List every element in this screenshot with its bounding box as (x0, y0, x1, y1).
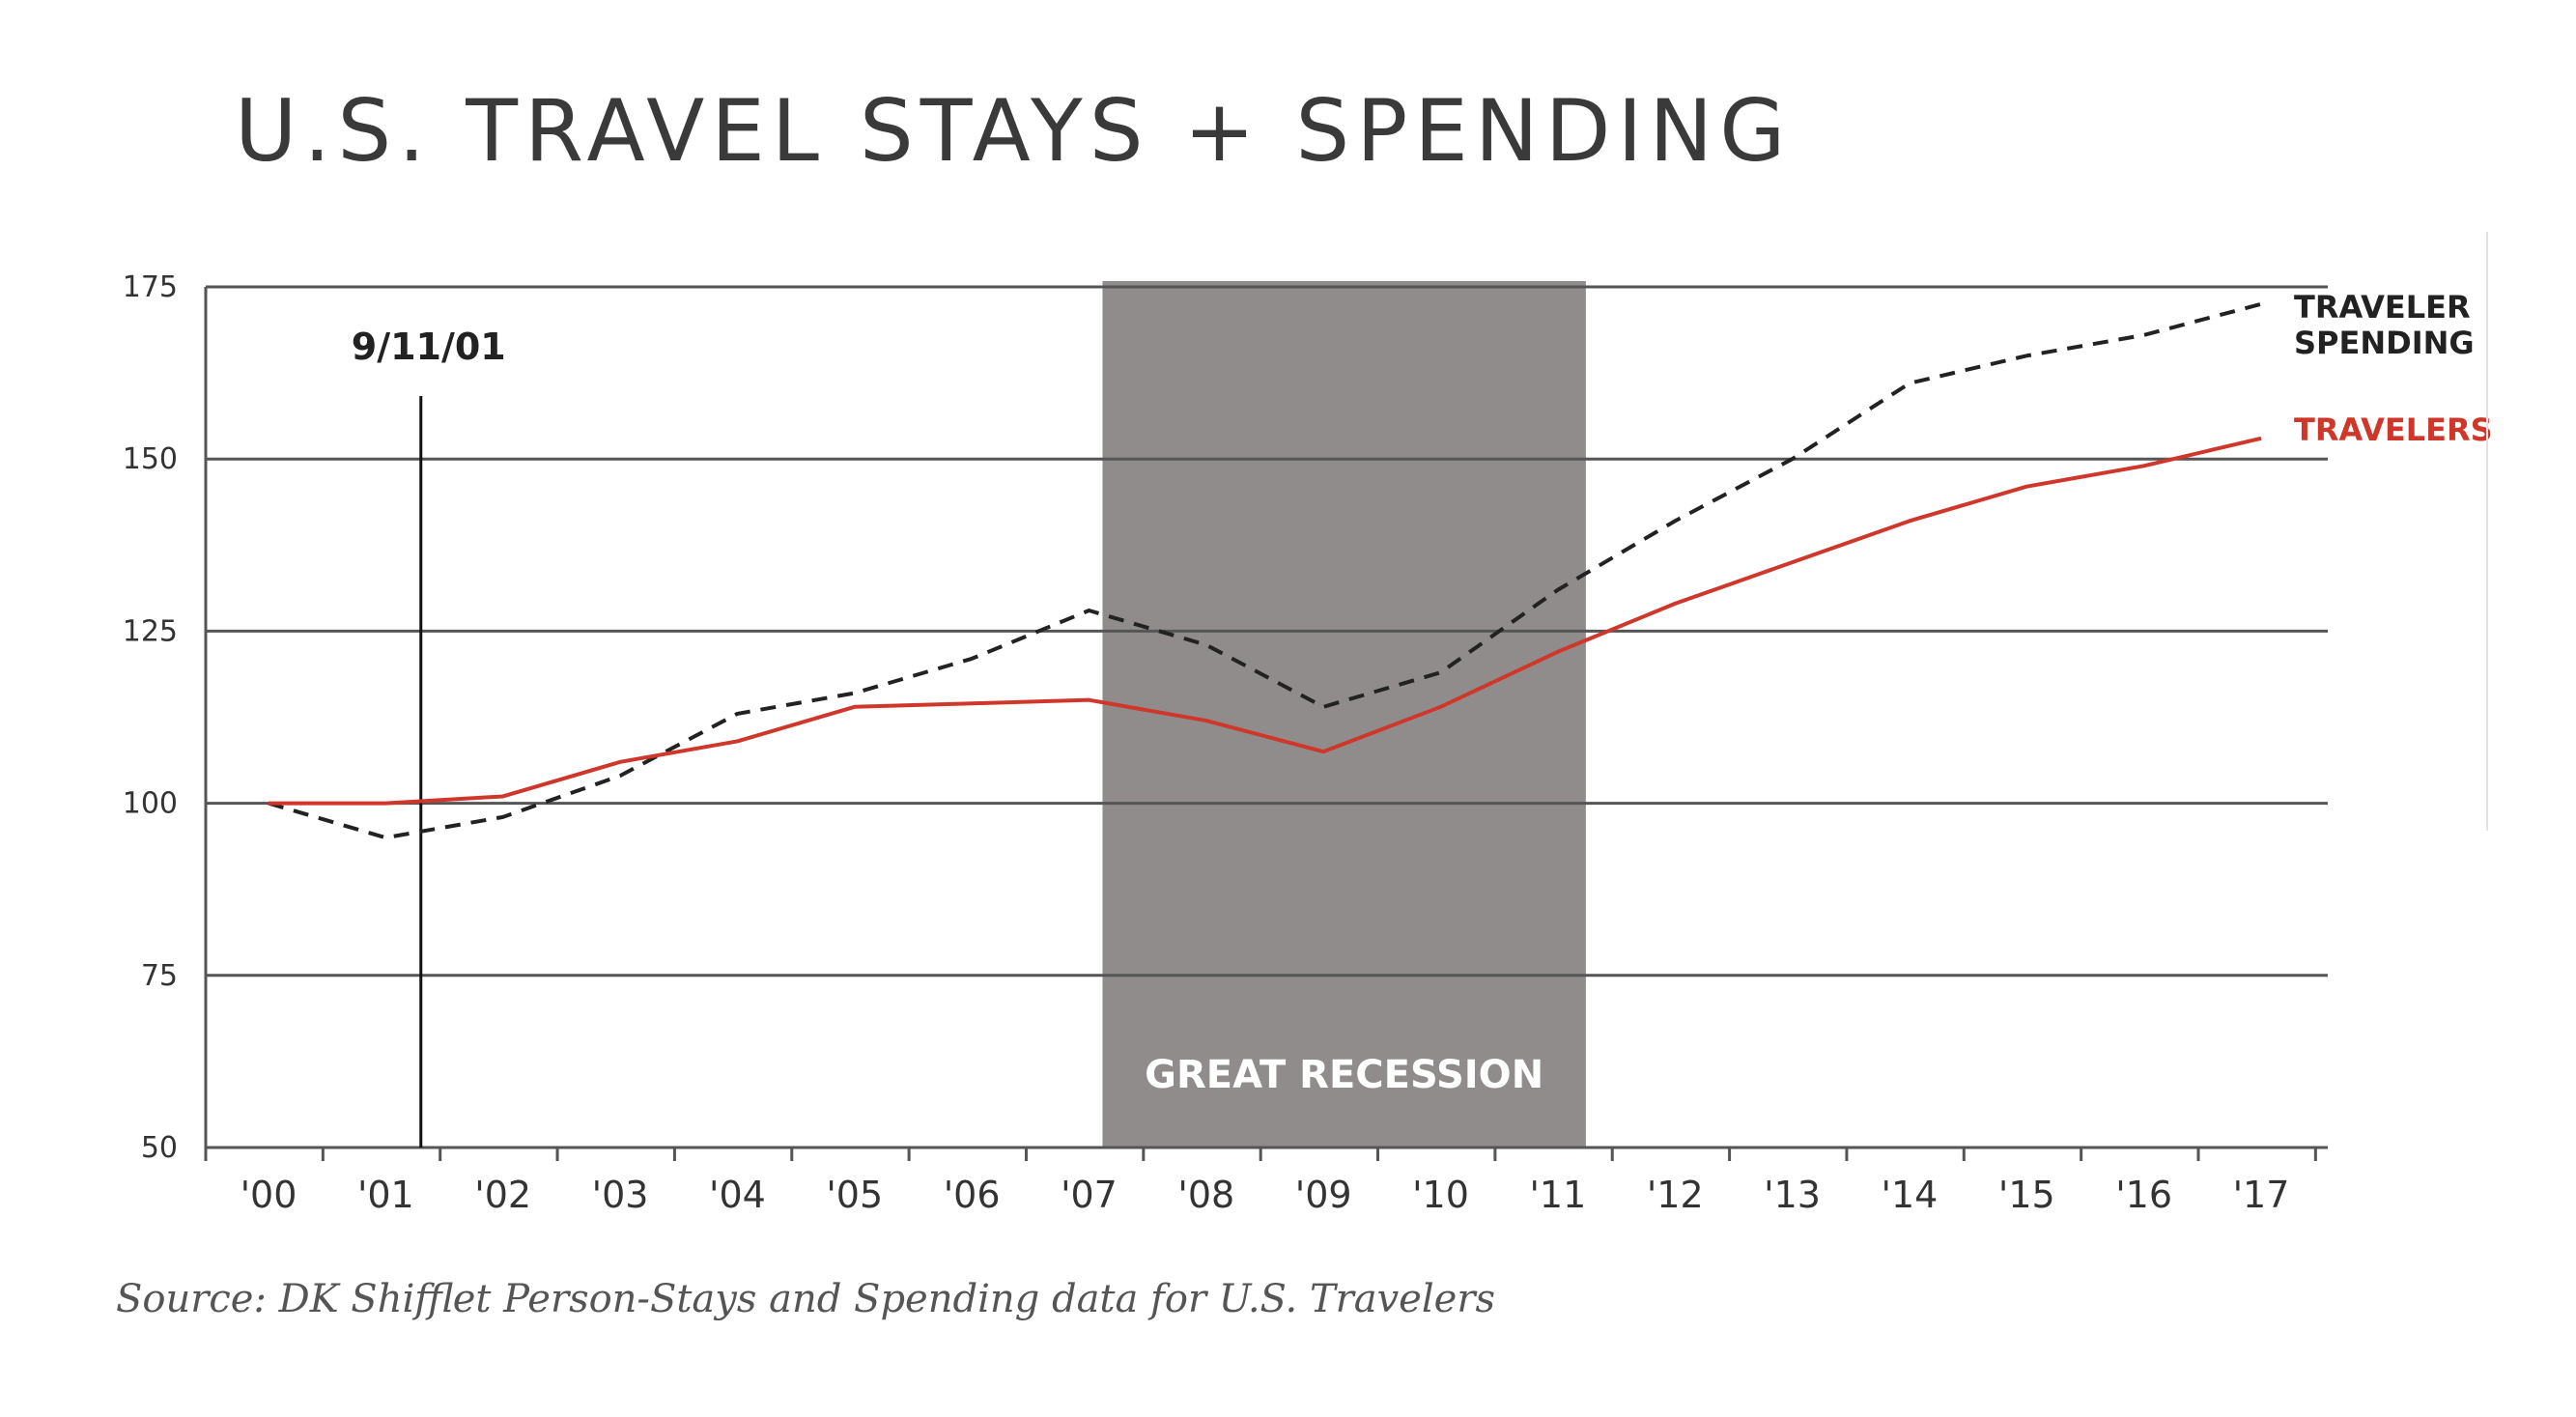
spending-series-label: TRAVELER SPENDING (2294, 289, 2475, 361)
travelers-series-label: TRAVELERS (2294, 411, 2493, 448)
chart-title: U.S. TRAVEL STAYS + SPENDING (235, 81, 1793, 181)
x-tick-label: '14 (1882, 1174, 1939, 1216)
x-tick-label: '02 (474, 1174, 531, 1216)
series-group (268, 301, 2262, 840)
x-tick-label: '00 (241, 1174, 297, 1216)
x-tick-label: '12 (1647, 1174, 1704, 1216)
x-tick-label: '10 (1412, 1174, 1469, 1216)
x-tick-label: '07 (1061, 1174, 1118, 1216)
recession-label: GREAT RECESSION (1145, 1053, 1543, 1097)
x-tick-label: '01 (357, 1174, 414, 1216)
series-labels-group: TRAVELER SPENDING TRAVELERS (2294, 289, 2493, 448)
x-tick-label: '13 (1764, 1174, 1821, 1216)
y-tick-label-150: 150 (123, 442, 178, 476)
recession-band (1102, 281, 1586, 1148)
x-tick-label: '15 (1998, 1174, 2055, 1216)
x-tick-label: '03 (592, 1174, 649, 1216)
x-tick-label: '05 (826, 1174, 883, 1216)
x-tick-label: '04 (709, 1174, 766, 1216)
y-tick-label-100: 100 (123, 787, 178, 821)
y-tick-label-125: 125 (123, 614, 178, 648)
x-tick-label: '08 (1177, 1174, 1234, 1216)
travelers-line (269, 436, 2262, 806)
sept11-label: 9/11/01 (352, 326, 506, 368)
spending-line (268, 301, 2262, 840)
x-tick-label: '09 (1295, 1174, 1352, 1216)
recession-band-group: GREAT RECESSION (1102, 281, 1586, 1148)
y-tick-label-50: 50 (141, 1131, 178, 1165)
source-note: Source: DK Shifflet Person-Stays and Spe… (116, 1277, 1495, 1321)
y-tick-label-175: 175 (123, 270, 178, 304)
x-tick-label: '17 (2233, 1174, 2290, 1216)
gridlines-group (206, 285, 2328, 978)
y-tick-label-75: 75 (141, 959, 178, 993)
x-tick-label: '16 (2115, 1174, 2172, 1216)
annotations-group: 9/11/01 (352, 326, 506, 1148)
x-tick-label: '06 (944, 1174, 1001, 1216)
x-tick-label: '11 (1529, 1174, 1586, 1216)
axes-group: 175 150 125 100 75 50 '00 '01 '02 '03 '04 '05 '06 '07… (123, 270, 2328, 1216)
